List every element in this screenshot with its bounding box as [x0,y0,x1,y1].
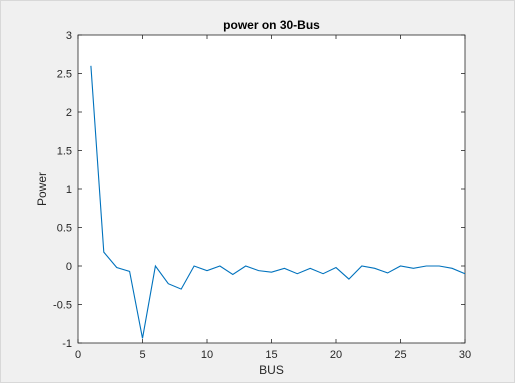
axes-area [77,34,466,344]
y-tick-label: 0.5 [57,223,72,235]
x-tick-label: 10 [201,349,213,361]
y-tick-label: 2 [66,107,72,119]
y-axis-label: Power [35,172,49,206]
y-tick-label: 3 [66,30,72,42]
x-tick-label: 25 [394,349,406,361]
x-tick-label: 30 [459,349,471,361]
x-tick-label: 5 [139,349,145,361]
y-tick-label: -1 [62,338,72,350]
x-tick-label: 0 [75,349,81,361]
y-tick-label: 1.5 [57,146,72,158]
y-tick-label: 1 [66,184,72,196]
x-tick-label: 20 [330,349,342,361]
y-tick-label: -0.5 [53,300,72,312]
x-tick-label: 15 [265,349,277,361]
series-line-power [90,65,466,339]
chart-title: power on 30-Bus [223,18,320,32]
y-tick-label: 2.5 [57,69,72,81]
x-axis-label: BUS [259,363,284,377]
ticks-layer: 0 5 10 15 20 25 30 -1 -0.5 0 0.5 1 1.5 2 2.5 3 [53,30,471,361]
y-tick-label: 0 [66,261,72,273]
